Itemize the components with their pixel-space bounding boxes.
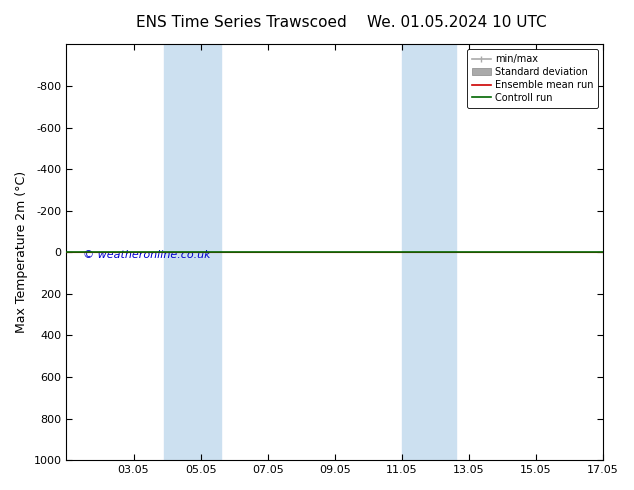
- Legend: min/max, Standard deviation, Ensemble mean run, Controll run: min/max, Standard deviation, Ensemble me…: [467, 49, 598, 108]
- Text: © weatheronline.co.uk: © weatheronline.co.uk: [82, 250, 210, 260]
- Bar: [402, 45, 456, 460]
- Bar: [164, 45, 221, 460]
- Y-axis label: Max Temperature 2m (°C): Max Temperature 2m (°C): [15, 171, 28, 333]
- Text: We. 01.05.2024 10 UTC: We. 01.05.2024 10 UTC: [366, 15, 547, 30]
- Text: ENS Time Series Trawscoed: ENS Time Series Trawscoed: [136, 15, 346, 30]
